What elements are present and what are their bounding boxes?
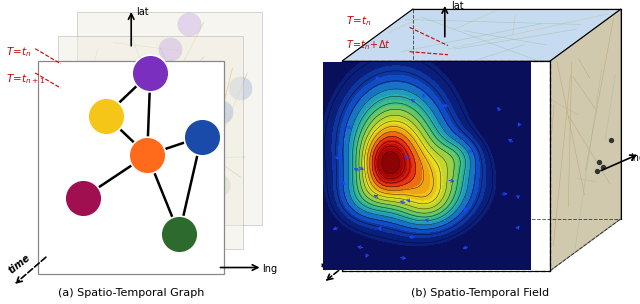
Point [145, 71, 156, 75]
Polygon shape [550, 9, 621, 271]
Point [161, 128, 172, 133]
Point [142, 153, 152, 157]
Point [164, 46, 175, 51]
Point [180, 104, 191, 109]
Point [78, 195, 88, 200]
Text: lat: lat [136, 7, 148, 17]
Text: lng: lng [630, 153, 640, 163]
Polygon shape [77, 12, 262, 225]
Point [184, 22, 194, 27]
Point [235, 86, 245, 91]
Point [595, 159, 605, 164]
Point [592, 169, 602, 174]
Point [97, 171, 108, 176]
Polygon shape [38, 61, 224, 274]
Point [598, 164, 608, 169]
Text: lat: lat [451, 1, 464, 11]
Text: $T\!=\!t_{n+1}$: $T\!=\!t_{n+1}$ [6, 72, 45, 86]
Point [116, 147, 127, 151]
Point [193, 207, 204, 212]
Text: time: time [320, 250, 346, 273]
Point [100, 113, 111, 118]
Polygon shape [342, 9, 621, 61]
Point [216, 110, 226, 115]
Text: $T\!=\!t_n\!+\!\Delta t$: $T\!=\!t_n\!+\!\Delta t$ [346, 39, 390, 53]
Point [120, 89, 130, 94]
Text: (a) Spatio-Temporal Graph: (a) Spatio-Temporal Graph [58, 288, 204, 298]
Point [605, 137, 616, 142]
Text: $T\!=\!t_n$: $T\!=\!t_n$ [346, 14, 371, 28]
Text: lng: lng [262, 264, 278, 274]
Text: (b) Spatio-Temporal Field: (b) Spatio-Temporal Field [411, 288, 549, 298]
Point [139, 64, 149, 69]
Text: $(\Delta t \rightarrow 0)$: $(\Delta t \rightarrow 0)$ [346, 64, 383, 77]
Text: time: time [6, 253, 32, 276]
Polygon shape [58, 36, 243, 249]
Text: $T\!=\!t_n$: $T\!=\!t_n$ [6, 45, 32, 59]
Point [212, 183, 223, 188]
Point [196, 134, 207, 139]
Point [174, 232, 184, 237]
